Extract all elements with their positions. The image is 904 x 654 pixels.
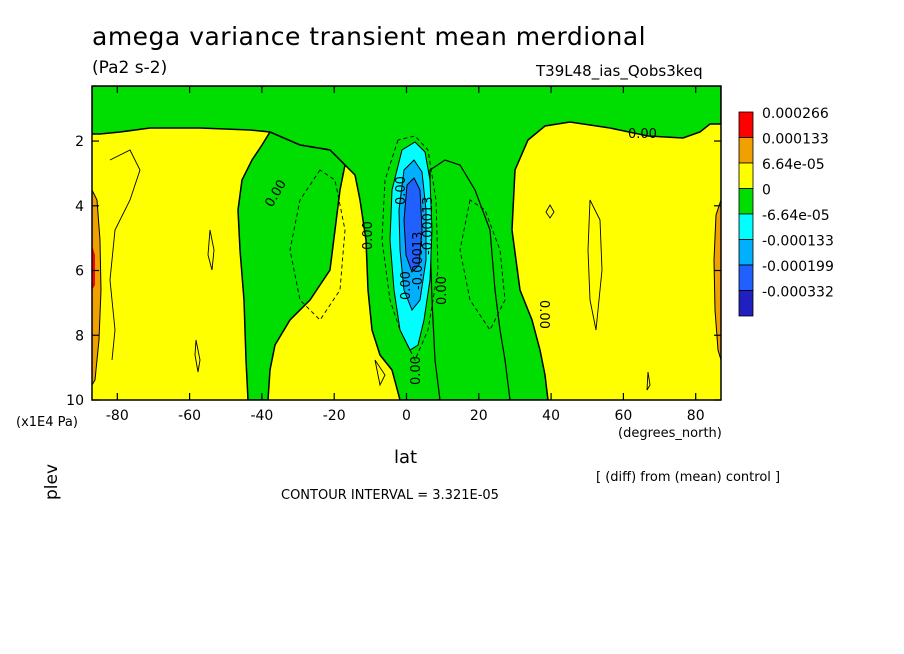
y-axis: 2 4 6 8 10: [66, 134, 721, 409]
legend-swatch: [738, 188, 754, 215]
x-tick-label: 40: [542, 408, 560, 424]
legend-label: -6.64e-05: [762, 208, 830, 224]
contour-interval: CONTOUR INTERVAL = 3.321E-05: [281, 488, 499, 503]
legend-label: 0: [762, 183, 771, 199]
field-negative-right: [429, 159, 511, 400]
color-legend: 0.000266 0.000133 6.64e-05 0 -6.64e-05 -0.000…: [738, 106, 834, 317]
y-tick-label: 4: [75, 199, 84, 215]
x-tick-label: 80: [687, 408, 705, 424]
legend-swatch: [738, 213, 754, 240]
legend-label: -0.000133: [762, 234, 834, 250]
field-negative-lobe: [237, 131, 346, 400]
contour-label: 0.00: [399, 271, 414, 300]
x-tick-label: -80: [106, 408, 129, 424]
x-tick-label: 60: [614, 408, 632, 424]
x-tick-label: -60: [178, 408, 201, 424]
contour-label: 0.00: [628, 127, 657, 142]
contour-label: -0.00013: [421, 197, 436, 255]
contour-label-group: 0.00 0.00 0.00 0.00 0.00 0.00 0.00 0.00 …: [262, 127, 656, 385]
x-tick-label: 20: [470, 408, 488, 424]
legend-swatch: [738, 111, 754, 138]
negative-contours: [289, 135, 506, 362]
plot-area: 0.00 0.00 0.00 0.00 0.00 0.00 0.00 0.00 …: [92, 86, 721, 400]
contour-label: 0.00: [361, 221, 376, 250]
legend-label: 0.000266: [762, 106, 829, 122]
y-tick-label: 10: [66, 393, 84, 409]
contour-label: -0.00013: [411, 232, 426, 290]
legend-swatch: [738, 264, 754, 291]
chart-units: (Pa2 s-2): [92, 58, 168, 78]
legend-label: -0.000332: [762, 285, 834, 301]
contour-label: 0.00: [394, 176, 409, 205]
positive-contours: [109, 149, 651, 391]
legend-label: -0.000199: [762, 259, 834, 275]
legend-swatch: [738, 137, 754, 164]
x-axis: -80 -60 -40 -20 0 20 40 60 80: [106, 86, 705, 424]
y-tick-label: 6: [75, 264, 84, 280]
comparison-note: [ (diff) from (mean) control ]: [596, 470, 781, 485]
field-pole-right: [713, 199, 721, 361]
field-strongest-negative: [403, 177, 423, 273]
x-tick-label: 0: [402, 408, 411, 424]
x-axis-units: (degrees_north): [618, 426, 722, 441]
contour-label: 0.00: [435, 276, 450, 305]
legend-swatch: [738, 162, 754, 189]
contour-label: 0.00: [409, 356, 424, 385]
legend-label: 6.64e-05: [762, 157, 825, 173]
x-tick-label: -20: [323, 408, 346, 424]
legend-swatch: [738, 290, 754, 317]
legend-swatch: [738, 239, 754, 266]
y-tick-label: 8: [75, 328, 84, 344]
run-label: T39L48_ias_Qobs3keq: [536, 62, 703, 80]
y-tick-label: 2: [75, 134, 84, 150]
contour-label: 0.00: [536, 300, 551, 329]
chart-title: amega variance transient mean merdional: [92, 22, 647, 51]
x-tick-label: -40: [250, 408, 273, 424]
y-axis-units: (x1E4 Pa): [16, 415, 78, 430]
legend-label: 0.000133: [762, 132, 829, 148]
x-axis-label: lat: [394, 447, 418, 468]
y-axis-label: plev: [42, 463, 62, 500]
